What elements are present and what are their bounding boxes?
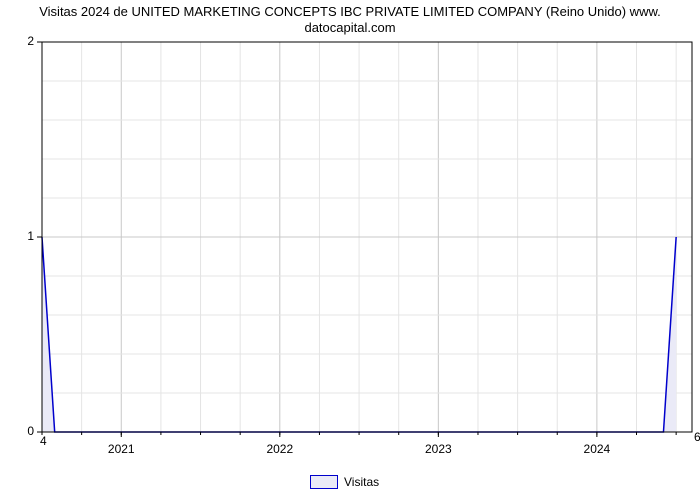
chart-legend: Visitas xyxy=(310,475,379,489)
legend-swatch xyxy=(310,475,338,489)
y-right-label-bottom: 4 xyxy=(40,434,52,448)
visits-line-chart: Visitas 2024 de UNITED MARKETING CONCEPT… xyxy=(0,0,700,500)
x-tick-label: 2022 xyxy=(250,442,310,456)
chart-svg xyxy=(0,0,700,500)
legend-label: Visitas xyxy=(344,475,379,489)
y-tick-label: 0 xyxy=(0,424,34,438)
y-tick-label: 1 xyxy=(0,229,34,243)
x-tick-label: 2021 xyxy=(91,442,151,456)
x-tick-label: 2023 xyxy=(408,442,468,456)
y-right-label-top: 6 xyxy=(694,430,700,444)
x-tick-label: 2024 xyxy=(567,442,627,456)
y-tick-label: 2 xyxy=(0,34,34,48)
